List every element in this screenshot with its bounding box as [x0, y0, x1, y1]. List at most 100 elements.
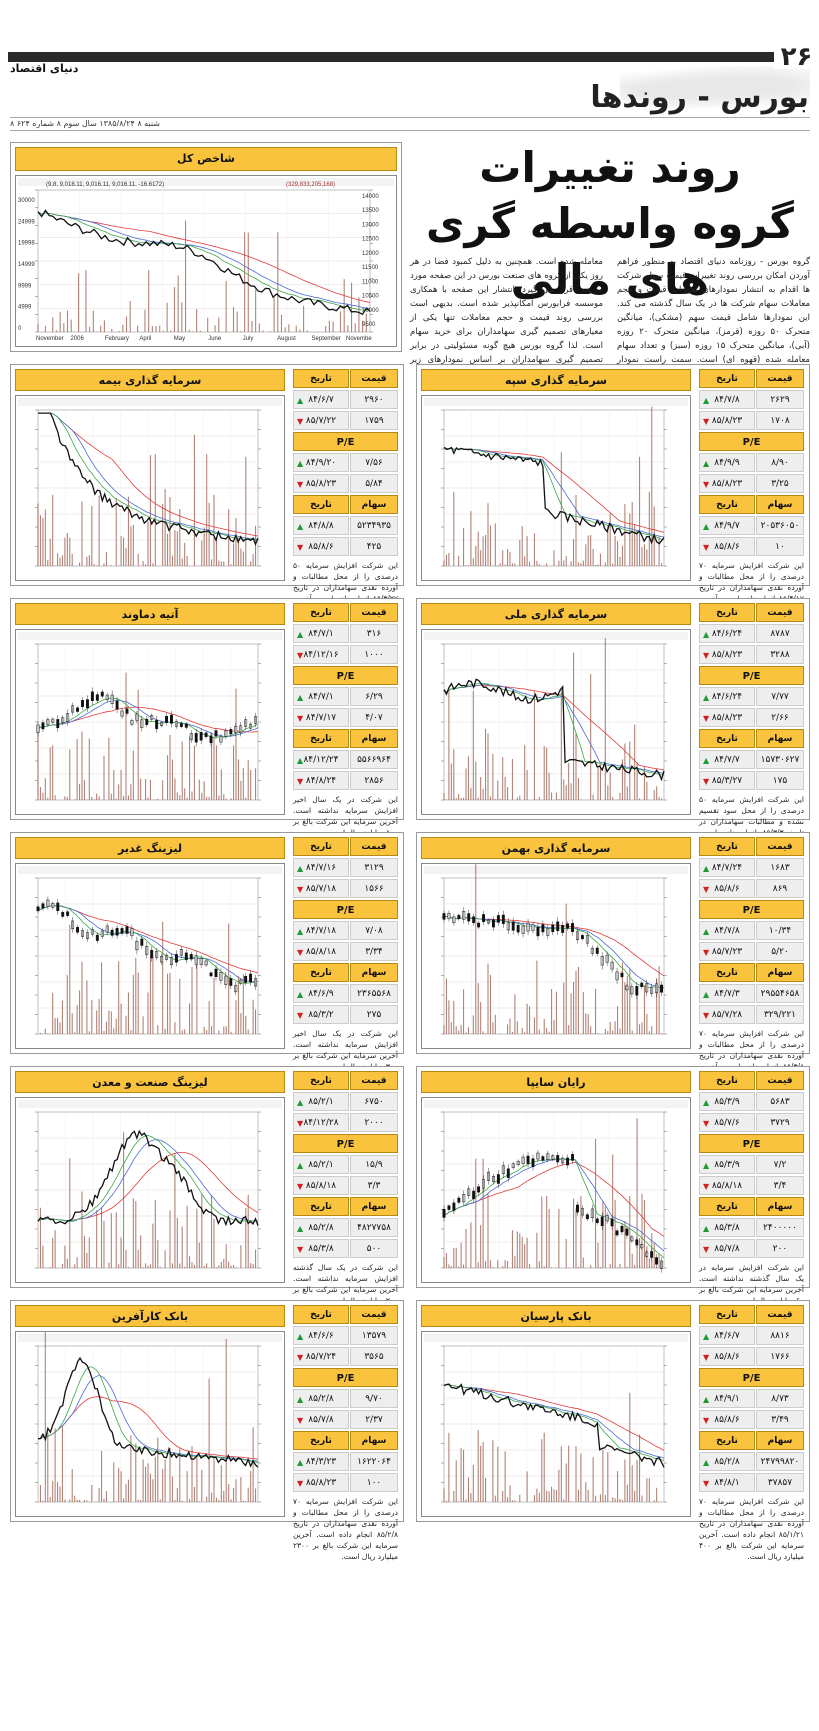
row-date: ۸۴/۸/۸ ▲ — [293, 516, 349, 535]
ma20-line — [37, 699, 259, 738]
triangle-up-icon: ▲ — [703, 1161, 710, 1170]
price-line — [443, 678, 665, 782]
triangle-down-icon: ▼ — [703, 1416, 710, 1425]
chart-header-strip — [424, 1334, 688, 1342]
row-value: ۲/۶۶ — [756, 708, 804, 727]
stock-chart — [15, 395, 285, 581]
triangle-up-icon: ▲ — [297, 459, 304, 468]
main-chart: (9,8, 9,018.11, 9,016.11, 9,016.11, -16.… — [15, 175, 397, 347]
row-value: قیمت — [350, 837, 398, 856]
triangle-up-icon: ▲ — [703, 630, 710, 639]
row-date: ۸۴/۷/۱ ▲ — [293, 687, 349, 706]
pe-row: ۸۵/۸/۶ ▼ ۳/۴۹ — [699, 1410, 804, 1429]
y-right-tick-label: 9500 — [362, 322, 376, 328]
pe-header: P/E — [699, 900, 804, 919]
row-value: قیمت — [350, 1071, 398, 1090]
ma20-line — [443, 1384, 665, 1459]
price-row: ۸۴/۶/۷ ▲ ۲۹۶۰ — [293, 390, 398, 409]
price-header: تاریخ قیمت — [293, 603, 398, 622]
row-date: ۸۵/۲/۸ ▲ — [293, 1218, 349, 1237]
triangle-down-icon: ▼ — [297, 1479, 304, 1488]
section-title: بورس - روندها — [590, 80, 809, 115]
row-value: ۲۶۲۹ — [756, 390, 804, 409]
row-value: سهام معامله شده — [350, 1197, 398, 1250]
row-value: ۱۷۰۸ — [756, 411, 804, 430]
x-tick-label: February — [105, 336, 129, 342]
price-row: ۸۵/۷/۲۲ ▼ ۱۷۵۹ — [293, 411, 398, 430]
price-header: تاریخ قیمت — [293, 837, 398, 856]
row-date: ۸۴/۶/۷ ▲ — [293, 390, 349, 409]
triangle-up-icon: ▲ — [703, 1458, 710, 1467]
price-row: ۸۴/۶/۲۴ ▲ ۸۷۸۷ — [699, 624, 804, 643]
row-date: تاریخ — [699, 603, 755, 622]
row-date: ۸۵/۳/۹ ▲ — [699, 1155, 755, 1174]
ma20-line — [37, 905, 258, 982]
y-right-tick-label: 13500 — [362, 208, 379, 214]
stock-panel-title: سرمایه گذاری سپه — [421, 369, 691, 391]
triangle-up-icon: ▲ — [297, 1458, 304, 1467]
pe-row: ۸۵/۲/۸ ▲ ۹/۷۰ — [293, 1389, 398, 1408]
stock-chart — [15, 863, 285, 1049]
triangle-down-icon: ▼ — [703, 714, 710, 723]
row-date: ۸۵/۳/۲۷ ▼ — [699, 771, 755, 790]
stock-chart-svg — [422, 1098, 690, 1282]
price-row: ۸۴/۷/۱ ▲ ۳۱۶ — [293, 624, 398, 643]
row-date: ۸۴/۸/۱ ▼ — [699, 1473, 755, 1492]
row-date: تاریخ — [293, 1305, 349, 1324]
row-value: سهام معامله شده — [756, 729, 804, 782]
row-date: ۸۴/۳/۲۳ ▲ — [293, 1452, 349, 1471]
row-date: ۸۵/۳/۸ ▲ — [699, 1218, 755, 1237]
row-date: ۸۴/۹/۱ ▲ — [699, 1389, 755, 1408]
row-date: تاریخ — [699, 369, 755, 388]
stock-panel: لیزینگ صنعت و معدن تاریخ قیمت ۸۵/۲/۱ ▲ ۶۷۵۰ ۸۴… — [10, 1066, 404, 1305]
row-value: ۱۵۷۳۰۶۲۷ — [756, 750, 804, 769]
y-right-tick-label: 13000 — [362, 222, 379, 228]
stock-chart — [421, 629, 691, 815]
row-value: سهام معامله شده — [350, 1431, 398, 1484]
chart-header-strip — [18, 398, 282, 406]
volume-row: ۸۵/۸/۶ ▼ ۴۲۵ — [293, 537, 398, 556]
row-date: ۸۴/۶/۹ ▲ — [293, 984, 349, 1003]
row-value: قیمت — [350, 369, 398, 388]
row-value: ۳/۲۵ — [756, 474, 804, 493]
stock-panel: سرمایه گذاری سپه تاریخ قیمت ۸۴/۷/۸ ▲ ۲۶۲۹ ۸۵/۸… — [416, 364, 810, 625]
row-date: تاریخ — [699, 1071, 755, 1090]
stock-info-column: تاریخ قیمت ۸۴/۷/۱۶ ▲ ۳۱۲۹ ۸۵/۷/۱۸ ▼ ۱۵۶۶ P/E ۸۴/۷… — [293, 837, 398, 1071]
page-number: ۲۶ — [774, 44, 819, 70]
stock-panel: بانک کارآفرین تاریخ قیمت ۸۴/۶/۶ ▲ ۱۳۵۷۹ ۸۵/۷/۲… — [10, 1300, 404, 1561]
pe-header: P/E — [699, 1368, 804, 1387]
row-date: ۸۵/۷/۸ ▼ — [293, 1410, 349, 1429]
row-value: قیمت — [350, 1305, 398, 1324]
row-value: ۴۲۵ — [350, 537, 398, 556]
pe-row: ۸۵/۸/۱۸ ▼ ۳/۳ — [293, 1176, 398, 1195]
row-date: ۸۵/۲/۱ ▲ — [293, 1092, 349, 1111]
triangle-down-icon: ▼ — [297, 1353, 304, 1362]
row-value: ۲۹۶۰ — [350, 390, 398, 409]
chart-header-strip — [424, 632, 688, 640]
triangle-down-icon: ▼ — [297, 714, 304, 723]
pe-row: ۸۵/۸/۲۳ ▼ ۳/۲۵ — [699, 474, 804, 493]
row-date: ۸۴/۹/۷ ▲ — [699, 516, 755, 535]
stock-chart — [421, 1331, 691, 1517]
row-date: تاریخ — [293, 963, 349, 982]
row-value: ۶۷۵۰ — [350, 1092, 398, 1111]
row-value: قیمت — [350, 603, 398, 622]
row-date: ۸۵/۸/۶ ▼ — [699, 1410, 755, 1429]
row-date: ۸۵/۸/۱۸ ▼ — [699, 1176, 755, 1195]
y-right-tick-label: 10500 — [362, 294, 379, 300]
x-tick-label: April — [139, 336, 151, 342]
ma20-line — [37, 1375, 259, 1462]
volume-row: ۸۴/۶/۹ ▲ ۲۳۶۵۵۶۸ — [293, 984, 398, 1003]
triangle-up-icon: ▲ — [703, 990, 710, 999]
triangle-down-icon: ▼ — [703, 543, 710, 552]
price-row: ۸۵/۷/۶ ▼ ۳۷۲۹ — [699, 1113, 804, 1132]
row-value: سهام معامله شده — [350, 495, 398, 548]
price-line — [37, 1129, 259, 1227]
price-row: ۸۵/۸/۶ ▼ ۱۷۶۶ — [699, 1347, 804, 1366]
row-date: ۸۵/۳/۲ ▼ — [293, 1005, 349, 1024]
pe-row: ۸۵/۸/۱۸ ▼ ۳/۳۴ — [293, 942, 398, 961]
row-date: تاریخ — [293, 495, 349, 514]
